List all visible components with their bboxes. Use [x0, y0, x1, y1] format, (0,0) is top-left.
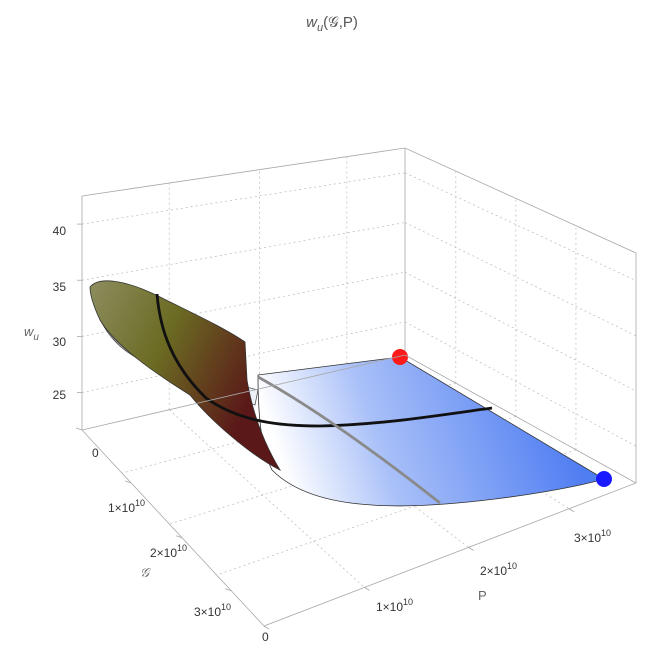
z-tick-label: 30	[53, 335, 67, 349]
p-tick-label: 2×1010	[480, 561, 517, 578]
z-gridline	[81, 172, 406, 225]
tick-marks	[75, 223, 575, 630]
floor-gridline	[168, 409, 365, 588]
chart-title: wu(𝒢,P)	[306, 14, 358, 34]
floor-gridline	[216, 449, 577, 576]
g-tick-mark	[125, 480, 132, 484]
box-back-edges	[81, 147, 637, 430]
g-tick-mark	[75, 427, 83, 431]
g-tick-label: 3×1010	[194, 602, 231, 619]
gray-curve	[257, 375, 441, 505]
z-gridline	[404, 321, 637, 447]
g-axis-label: 𝒢	[140, 565, 152, 580]
z-axis: 40 35 30 25 wu	[24, 224, 66, 402]
z-gridline	[404, 271, 637, 392]
p-tick-mark	[263, 625, 270, 630]
blue-point	[596, 471, 612, 487]
p-tick-label: 1×1010	[376, 597, 413, 614]
blue-surface-sheet	[257, 356, 605, 507]
g-axis: 0 1×1010 2×1010 3×1010 𝒢	[92, 446, 231, 619]
g-tick-label: 2×1010	[150, 543, 187, 560]
black-curve	[155, 293, 493, 428]
z-gridline	[404, 222, 637, 337]
box-front-edges	[81, 253, 637, 627]
g-tick-mark	[175, 535, 183, 539]
surface-curves	[155, 293, 493, 505]
g-tick-label: 0	[92, 446, 99, 460]
surface	[89, 280, 605, 507]
g-tick-label: 1×1010	[108, 498, 145, 515]
p-tick-label: 0	[262, 630, 269, 644]
z-tick-label: 40	[53, 224, 67, 238]
z-axis-label: wu	[24, 324, 39, 343]
p-axis: 0 1×1010 2×1010 3×1010 P	[262, 528, 611, 644]
z-tick-label: 35	[53, 280, 67, 294]
p-tick-mark	[468, 547, 474, 551]
z-gridline	[81, 222, 406, 281]
z-gridline	[404, 172, 637, 281]
g-tick-mark	[225, 588, 232, 592]
p-tick-label: 3×1010	[574, 528, 611, 545]
p-tick-mark	[568, 508, 575, 513]
red-point	[392, 349, 408, 365]
p-tick-mark	[364, 587, 370, 591]
z-tick-label: 25	[53, 388, 67, 402]
p-axis-label: P	[478, 588, 487, 603]
